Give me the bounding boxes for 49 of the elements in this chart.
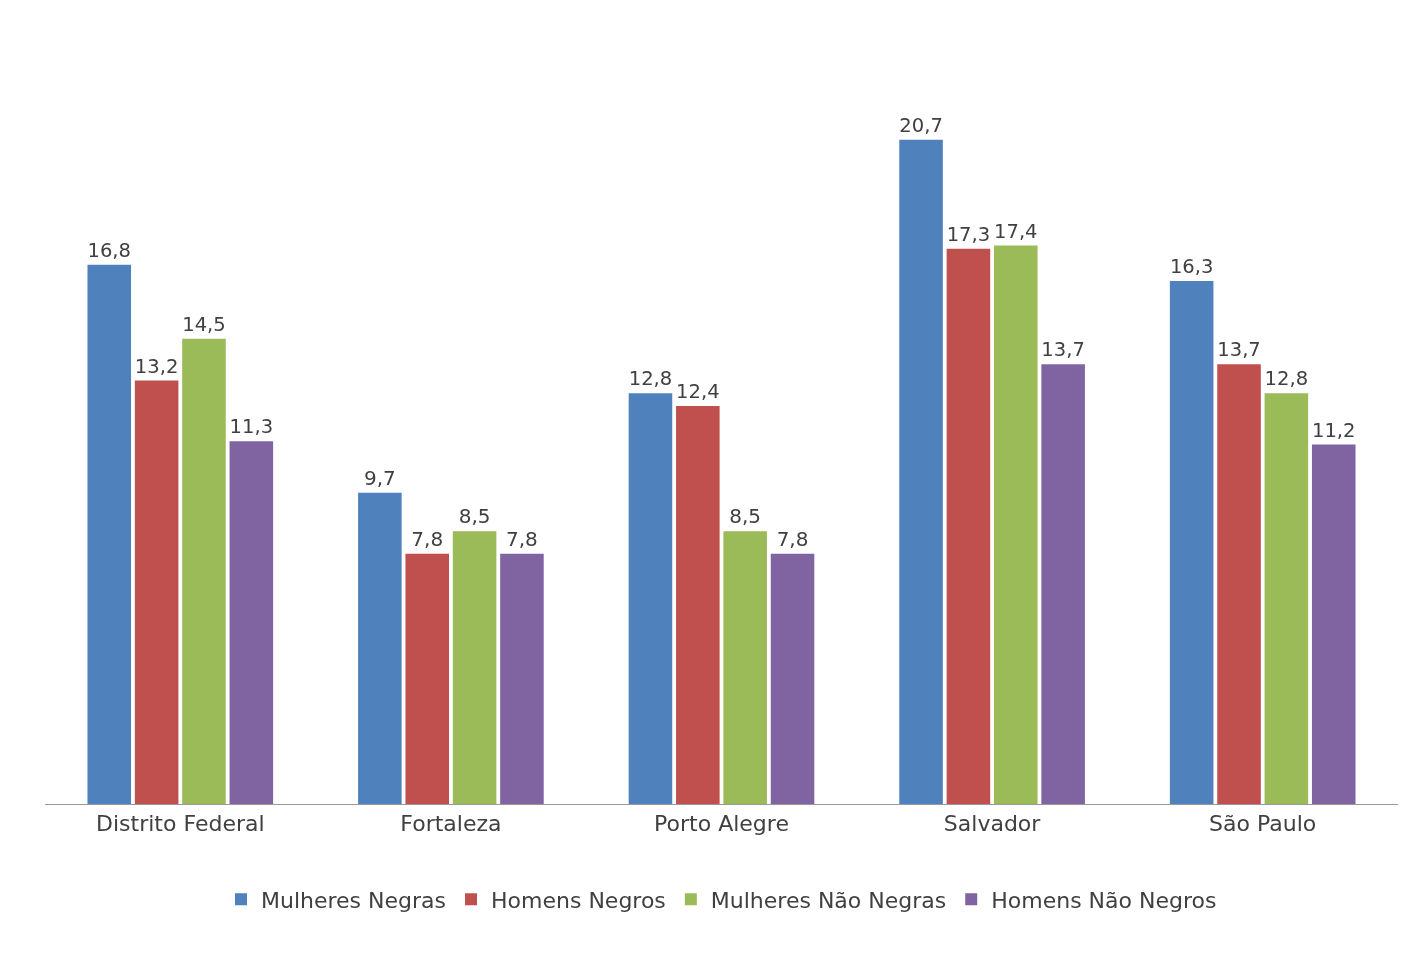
bar: [1311, 444, 1356, 804]
data-label: 7,8: [411, 526, 444, 551]
bar: [770, 553, 815, 804]
data-label: 20,7: [899, 113, 943, 137]
data-label: 13,2: [134, 354, 179, 378]
bar: [1217, 364, 1261, 804]
data-label: 16,8: [87, 238, 132, 262]
data-label: 11,2: [1311, 418, 1356, 442]
legend-label: Mulheres Não Negras: [710, 887, 947, 913]
bar: [899, 139, 943, 804]
data-label: 12,8: [1264, 367, 1309, 391]
data-label: 17,3: [946, 222, 991, 246]
data-label: 14,5: [182, 312, 226, 336]
data-label: 12,4: [676, 380, 720, 404]
bar: [229, 441, 274, 804]
x-tick-label: Distrito Federal: [96, 811, 265, 837]
bar: [87, 264, 132, 804]
data-label: 13,7: [1041, 338, 1085, 362]
bar: [452, 531, 497, 804]
bar: [1041, 364, 1085, 804]
x-tick-label: Salvador: [943, 811, 1042, 837]
data-label: 8,5: [729, 504, 762, 529]
legend-label: Homens Não Negros: [991, 887, 1217, 913]
data-label: 16,3: [1169, 255, 1214, 279]
x-tick-label: São Paulo: [1209, 811, 1317, 837]
data-label: 12,8: [628, 367, 673, 391]
data-label: 11,3: [229, 415, 274, 439]
bar: [723, 531, 767, 804]
bar: [993, 245, 1038, 804]
data-label: 7,8: [776, 526, 809, 551]
x-tick-label: Porto Alegre: [654, 811, 789, 837]
bar: [1169, 280, 1214, 804]
legend-label: Homens Negros: [491, 887, 666, 913]
bar: [500, 553, 544, 804]
legend-label: Mulheres Negras: [261, 887, 447, 913]
bar: [946, 248, 991, 804]
data-label: 7,8: [506, 526, 538, 551]
bar: [676, 406, 720, 804]
data-label: 17,4: [994, 219, 1038, 243]
bar: [628, 393, 673, 804]
x-tick-label: Fortaleza: [400, 811, 502, 837]
bar: [405, 553, 450, 804]
data-label: 8,5: [458, 504, 491, 529]
data-label: 13,7: [1217, 338, 1261, 362]
bar: [134, 380, 179, 804]
data-label: 9,7: [363, 465, 396, 490]
bar: [1264, 393, 1309, 804]
bar: [182, 338, 226, 804]
bar: [358, 492, 402, 804]
